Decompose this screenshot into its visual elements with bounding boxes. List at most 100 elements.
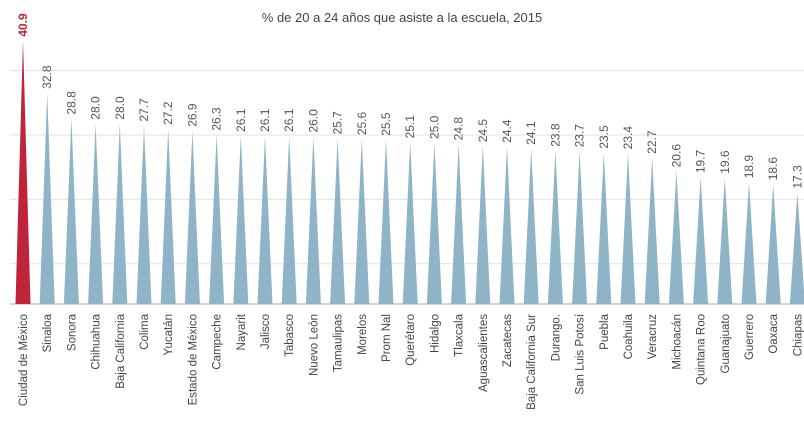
value-label: 26.1 — [258, 108, 272, 132]
category-label: Campeche — [212, 314, 224, 370]
value-label: 28.0 — [113, 96, 127, 120]
category-label: Coahuila — [623, 313, 635, 359]
bar-sonora — [63, 118, 79, 305]
bar-hidalgo — [426, 143, 442, 304]
category-label: Estado de México — [187, 314, 199, 405]
value-label: 18.6 — [766, 157, 780, 181]
bar-puebla — [596, 152, 612, 304]
category-label: Tabasco — [284, 314, 296, 357]
bar-tamaulipas — [330, 138, 346, 304]
bar-tabasco — [281, 135, 297, 304]
bar-durango — [547, 150, 563, 304]
value-label: 23.7 — [573, 124, 587, 148]
bar-zacatecas — [499, 146, 515, 304]
category-label: Chiapas — [792, 314, 804, 356]
value-label: 28.0 — [89, 96, 103, 120]
category-label: Zacatecas — [502, 314, 514, 367]
value-label: 25.6 — [355, 111, 369, 135]
category-label: Jalisco — [260, 314, 272, 349]
category-label: Guanajuato — [720, 314, 732, 373]
category-label: Chihuahua — [91, 313, 103, 369]
value-label: 25.7 — [331, 111, 345, 135]
bar-estado-de-m-xico — [184, 130, 200, 304]
bar-baja-california-sur — [523, 148, 539, 304]
bar-jalisco — [257, 135, 273, 304]
category-label: Baja California — [115, 313, 127, 388]
bar-tlaxcala — [451, 144, 467, 304]
bar-quintana-roo — [693, 177, 709, 304]
bar-guanajuato — [717, 177, 733, 304]
value-label: 19.6 — [718, 150, 732, 174]
category-label: Morelos — [357, 314, 369, 355]
bar-yucat-n — [160, 128, 176, 304]
bar-campeche — [209, 134, 225, 304]
value-label: 25.0 — [427, 115, 441, 139]
bar-chihuahua — [88, 123, 104, 305]
value-label: 19.7 — [694, 149, 708, 173]
value-label: 23.5 — [597, 125, 611, 149]
value-label: 26.1 — [282, 108, 296, 132]
category-label: Puebla — [599, 313, 611, 349]
value-label: 27.7 — [137, 98, 151, 122]
value-label: 24.5 — [476, 119, 490, 143]
value-label: 24.4 — [500, 119, 514, 143]
bar-morelos — [354, 139, 370, 304]
category-label: Sonora — [66, 313, 78, 351]
bar-michoac-n — [668, 171, 684, 304]
category-label: Baja California Sur — [526, 314, 538, 410]
value-label: 25.1 — [403, 115, 417, 139]
bar-oaxaca — [765, 184, 781, 304]
value-label: 26.1 — [234, 108, 248, 132]
bar-prom-nal — [378, 139, 394, 304]
bar-baja-california — [112, 123, 128, 305]
chart-title: % de 20 a 24 años que asiste a la escuel… — [261, 10, 543, 25]
category-label: Tlaxcala — [454, 313, 466, 356]
category-label: Guerrero — [744, 314, 756, 360]
value-label: 24.1 — [524, 121, 538, 145]
category-label: Quintana Roo — [696, 314, 708, 385]
bar-quer-taro — [402, 142, 418, 304]
category-label: Nuevo León — [308, 314, 320, 376]
category-label: Oaxaca — [768, 313, 780, 353]
value-label: 27.2 — [161, 101, 175, 125]
value-label: 40.9 — [16, 13, 30, 37]
bar-coahuila — [620, 153, 636, 304]
category-label: Colima — [139, 313, 151, 349]
value-label: 32.8 — [40, 65, 54, 89]
value-label: 23.8 — [548, 123, 562, 147]
bar-sinaloa — [39, 92, 55, 304]
bar-san-luis-potos — [572, 151, 588, 304]
value-label: 23.4 — [621, 126, 635, 150]
category-label: Prom Nal — [381, 314, 393, 362]
value-label: 26.9 — [185, 103, 199, 127]
category-label: Hidalgo — [429, 314, 441, 353]
category-label: Yucatán — [163, 314, 175, 356]
category-label: Michoacán — [671, 314, 683, 370]
value-label: 22.7 — [645, 130, 659, 154]
value-label: 26.0 — [306, 109, 320, 133]
category-label: Ciudad de México — [18, 314, 30, 406]
category-label: Tamaulipas — [333, 314, 345, 372]
bar-veracruz — [644, 157, 660, 304]
category-label: Querétaro — [405, 314, 417, 366]
bar-ciudad-de-m-xico — [15, 40, 31, 305]
value-label: 28.8 — [64, 91, 78, 115]
category-label: Veracruz — [647, 314, 659, 360]
value-label: 25.5 — [379, 112, 393, 136]
bar-colima — [136, 125, 152, 304]
bar-nayarit — [233, 135, 249, 304]
value-label: 24.8 — [452, 117, 466, 141]
bar-guerrero — [741, 182, 757, 304]
bar-aguascalientes — [475, 146, 491, 304]
category-label: Durango. — [550, 314, 562, 361]
value-label: 17.3 — [790, 165, 804, 189]
category-label: San Luis Potosí — [575, 313, 587, 394]
value-label: 18.9 — [742, 155, 756, 179]
category-label: Nayarit — [236, 313, 248, 350]
category-label: Sinaloa — [42, 313, 54, 352]
bar-nuevo-le-n — [305, 136, 321, 304]
category-label: Aguascalientes — [478, 314, 490, 392]
bar-chiapas — [789, 192, 804, 304]
value-label: 26.3 — [210, 107, 224, 131]
